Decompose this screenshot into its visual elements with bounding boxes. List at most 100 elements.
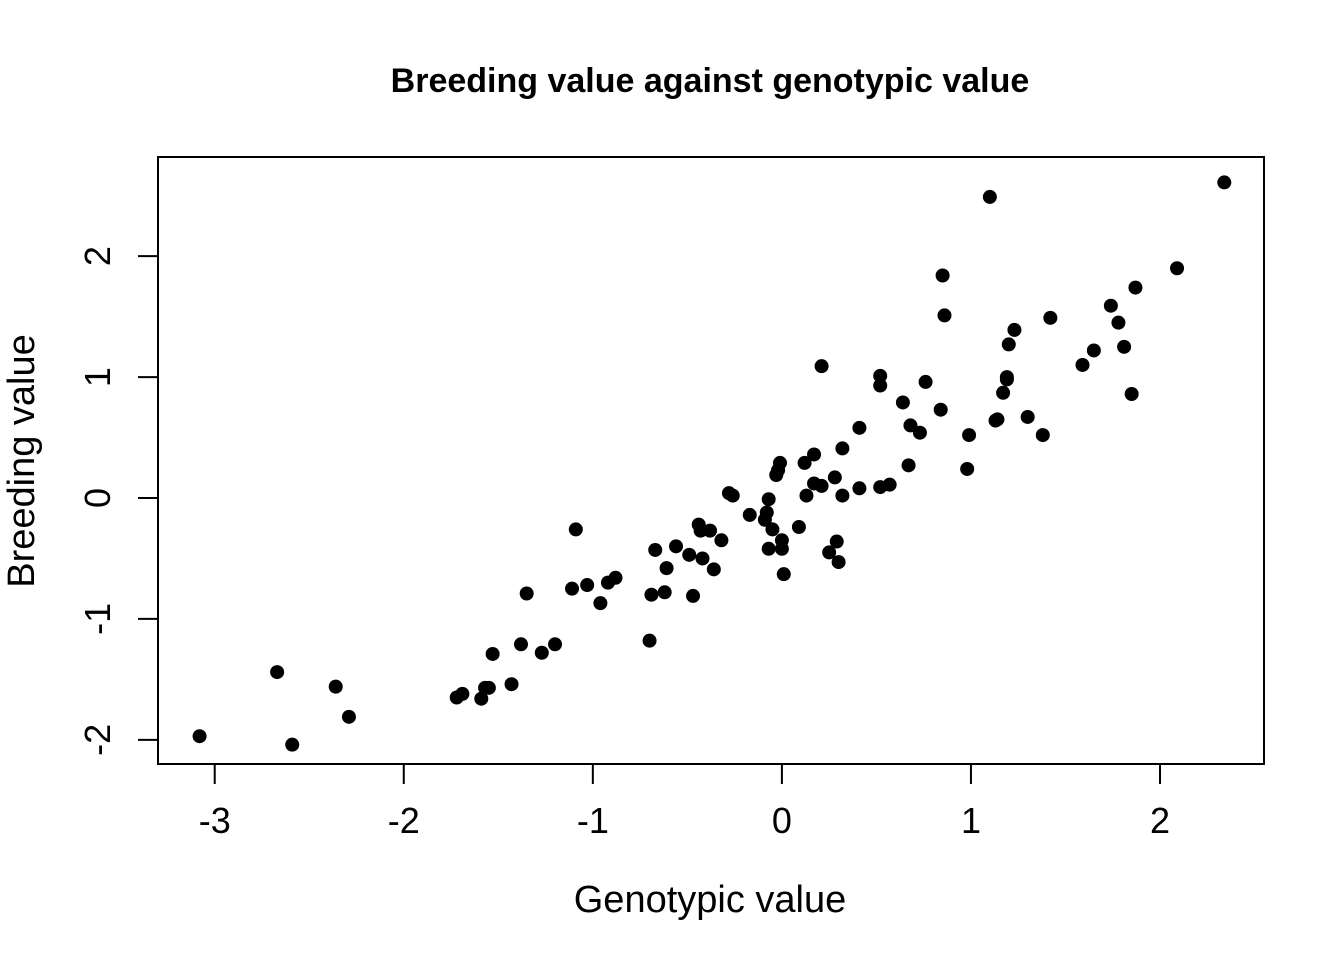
data-point: [695, 551, 710, 566]
data-point: [703, 523, 718, 538]
data-point: [341, 709, 356, 724]
data-point: [474, 691, 489, 706]
data-point: [534, 645, 549, 660]
data-point: [513, 637, 528, 652]
data-point: [873, 378, 888, 393]
data-point: [852, 481, 867, 496]
data-point: [912, 425, 927, 440]
x-tick-label: -1: [577, 800, 609, 841]
data-point: [669, 539, 684, 554]
data-point: [835, 441, 850, 456]
data-point: [1128, 280, 1143, 295]
x-axis: -3 -2 -1 0 1 2: [199, 763, 1170, 841]
data-point: [682, 547, 697, 562]
y-tick-label: 2: [77, 246, 118, 266]
data-point: [1075, 357, 1090, 372]
data-point: [1007, 322, 1022, 337]
data-point: [504, 677, 519, 692]
data-point: [835, 488, 850, 503]
data-point: [1111, 315, 1126, 330]
data-point: [1103, 298, 1118, 313]
data-point: [659, 561, 674, 576]
data-point: [328, 679, 343, 694]
data-point: [807, 447, 822, 462]
data-point: [935, 268, 950, 283]
data-point: [1124, 386, 1139, 401]
data-point: [1117, 339, 1132, 354]
data-point: [814, 359, 829, 374]
data-point: [1035, 428, 1050, 443]
data-point: [1086, 343, 1101, 358]
data-point: [742, 507, 757, 522]
data-point: [996, 385, 1011, 400]
data-point: [642, 633, 657, 648]
data-point: [829, 534, 844, 549]
data-point: [962, 428, 977, 443]
data-point: [918, 374, 933, 389]
y-axis-label: Breeding value: [1, 334, 43, 588]
data-point: [765, 522, 780, 537]
data-point: [827, 470, 842, 485]
data-point: [481, 680, 496, 695]
data-point: [192, 729, 207, 744]
data-point: [519, 586, 534, 601]
data-point: [822, 545, 837, 560]
data-point: [895, 395, 910, 410]
data-point: [999, 370, 1014, 385]
data-point: [455, 686, 470, 701]
data-point: [873, 368, 888, 383]
data-point: [648, 542, 663, 557]
data-point: [1043, 310, 1058, 325]
data-point: [759, 505, 774, 520]
data-point: [852, 420, 867, 435]
x-axis-label: Genotypic value: [574, 879, 847, 921]
data-point: [761, 492, 776, 507]
data-point: [270, 665, 285, 680]
x-tick-label: 0: [772, 800, 792, 841]
data-point: [831, 555, 846, 570]
data-point: [1001, 337, 1016, 352]
y-axis: -2 -1 0 1 2: [77, 246, 159, 756]
data-point: [799, 488, 814, 503]
data-point: [814, 478, 829, 493]
data-point: [1170, 261, 1185, 276]
y-tick-label: 1: [77, 367, 118, 387]
data-points: [192, 175, 1232, 752]
data-point: [903, 418, 918, 433]
data-point: [485, 646, 500, 661]
data-point: [982, 189, 997, 204]
data-point: [686, 588, 701, 603]
data-point: [580, 578, 595, 593]
data-point: [657, 585, 672, 600]
data-point: [933, 402, 948, 417]
y-tick-label: 0: [77, 488, 118, 508]
data-point: [568, 522, 583, 537]
data-point: [565, 581, 580, 596]
data-point: [285, 737, 300, 752]
data-point: [901, 458, 916, 473]
data-point: [937, 308, 952, 323]
data-point: [761, 541, 776, 556]
data-point: [797, 455, 812, 470]
x-tick-label: 2: [1150, 800, 1170, 841]
data-point: [990, 412, 1005, 427]
data-point: [1217, 175, 1232, 190]
x-tick-label: -2: [388, 800, 420, 841]
x-tick-label: -3: [199, 800, 231, 841]
data-point: [593, 596, 608, 611]
data-point: [644, 587, 659, 602]
data-point: [706, 562, 721, 577]
x-tick-label: 1: [961, 800, 981, 841]
data-point: [774, 541, 789, 556]
data-point: [960, 461, 975, 476]
data-point: [714, 533, 729, 548]
data-point: [608, 570, 623, 585]
chart-title: Breeding value against genotypic value: [391, 62, 1030, 100]
data-point: [725, 488, 740, 503]
data-point: [791, 520, 806, 535]
data-point: [882, 477, 897, 492]
data-point: [773, 455, 788, 470]
y-tick-label: -2: [77, 724, 118, 756]
